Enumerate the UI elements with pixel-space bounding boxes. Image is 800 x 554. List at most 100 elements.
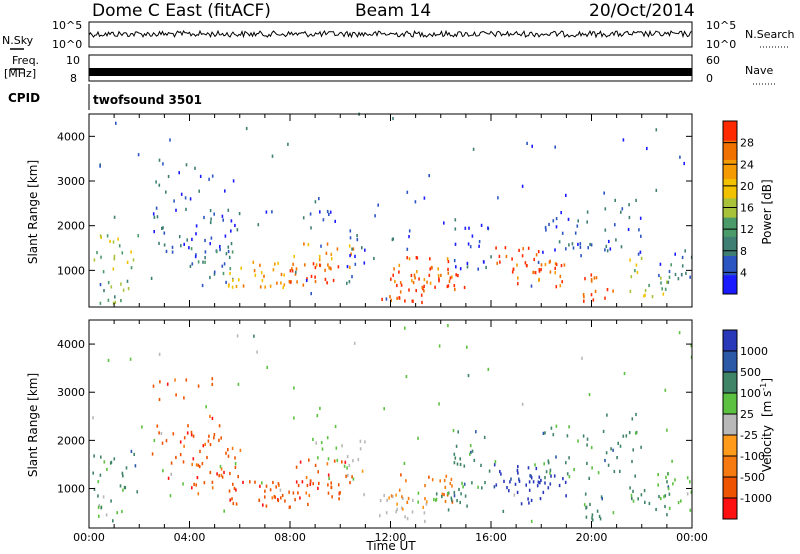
- heatmap-cell: [602, 429, 605, 433]
- heatmap-cell: [288, 280, 291, 284]
- heatmap-cell: [452, 429, 455, 433]
- colorbar-swatch: [723, 498, 737, 520]
- colorbar-swatch: [723, 274, 737, 295]
- heatmap-cell: [544, 263, 547, 267]
- heatmap-cell: [424, 519, 426, 523]
- heatmap-cell: [568, 243, 570, 247]
- heatmap-cell: [324, 277, 327, 281]
- heatmap-cell: [93, 454, 95, 458]
- heatmap-cell: [153, 438, 156, 443]
- x-tick-label: 04:00: [174, 531, 206, 544]
- velocity-colorbar-name: Velocity: [760, 425, 774, 472]
- heatmap-cell: [525, 483, 527, 487]
- heatmap-cell: [213, 270, 216, 274]
- heatmap-cell: [623, 371, 626, 376]
- heatmap-cell: [410, 273, 413, 278]
- heatmap-cell: [100, 506, 102, 510]
- heatmap-cell: [588, 476, 590, 480]
- heatmap-cell: [336, 458, 339, 462]
- heatmap-cell: [484, 481, 486, 485]
- heatmap-cell: [109, 461, 112, 465]
- heatmap-cell: [426, 500, 428, 504]
- heatmap-cell: [599, 517, 602, 521]
- heatmap-cell: [534, 463, 536, 467]
- heatmap-cell: [274, 262, 276, 266]
- heatmap-cell: [627, 227, 630, 232]
- heatmap-cell: [259, 285, 262, 289]
- heatmap-cell: [416, 270, 418, 274]
- heatmap-cell: [528, 488, 531, 492]
- heatmap-cell: [185, 163, 188, 167]
- heatmap-cell: [351, 475, 353, 479]
- velocity-colorbar-unit-sup: -1: [759, 383, 768, 391]
- heatmap-cell: [293, 386, 295, 390]
- heatmap-cell: [120, 299, 122, 303]
- heatmap-cell: [628, 431, 631, 435]
- heatmap-cell: [349, 254, 351, 258]
- heatmap-cell: [447, 284, 450, 288]
- heatmap-cell: [390, 277, 392, 281]
- heatmap-cell: [451, 275, 453, 279]
- heatmap-cell: [674, 478, 676, 482]
- heatmap-cell: [327, 473, 330, 477]
- colorbar-swatch: [723, 159, 737, 180]
- heatmap-cell: [459, 267, 462, 271]
- heatmap-cell: [379, 514, 381, 518]
- heatmap-cell: [236, 334, 239, 338]
- heatmap-cell: [99, 301, 102, 305]
- colorbar-tick-label: 4: [740, 266, 747, 279]
- heatmap-cell: [408, 257, 411, 261]
- heatmap-cell: [190, 433, 193, 437]
- heatmap-cell: [585, 515, 588, 519]
- heatmap-cell: [655, 128, 658, 132]
- heatmap-cell: [385, 297, 388, 301]
- heatmap-cell: [324, 268, 326, 272]
- heatmap-cell: [538, 277, 540, 282]
- x-tick-label: 20:00: [576, 531, 608, 544]
- heatmap-cell: [466, 504, 468, 508]
- heatmap-cell: [169, 138, 171, 142]
- heatmap-cell: [429, 267, 431, 271]
- colorbar-tick-label: 100: [740, 387, 761, 400]
- colorbar-swatch: [723, 372, 737, 394]
- heatmap-cell: [517, 276, 519, 280]
- heatmap-cell: [604, 296, 606, 300]
- heatmap-cell: [219, 248, 221, 252]
- heatmap-cell: [447, 267, 449, 271]
- heatmap-cell: [565, 247, 567, 251]
- heatmap-cell: [228, 489, 231, 493]
- heatmap-cell: [99, 473, 102, 477]
- heatmap-cell: [203, 481, 206, 485]
- heatmap-cell: [272, 268, 275, 272]
- heatmap-cell: [98, 503, 101, 508]
- heatmap-cell: [158, 158, 161, 162]
- heatmap-cell: [471, 449, 474, 453]
- heatmap-cell: [396, 283, 398, 288]
- heatmap-cell: [640, 256, 643, 260]
- heatmap-cell: [320, 441, 323, 445]
- heatmap-cell: [153, 215, 156, 219]
- heatmap-cell: [547, 486, 550, 490]
- heatmap-cell: [130, 266, 133, 270]
- heatmap-cell: [229, 471, 231, 476]
- heatmap-cell: [684, 249, 686, 253]
- heatmap-cell: [162, 226, 164, 230]
- heatmap-cell: [414, 276, 416, 280]
- heatmap-cell: [554, 145, 556, 149]
- heatmap-cell: [195, 232, 197, 236]
- heatmap-cell: [363, 261, 366, 265]
- heatmap-cell: [306, 277, 308, 281]
- heatmap-cell: [668, 275, 671, 279]
- heatmap-cell: [349, 229, 352, 233]
- heatmap-cell: [220, 473, 223, 477]
- heatmap-cell: [359, 439, 362, 443]
- heatmap-cell: [544, 431, 546, 435]
- heatmap-cell: [660, 496, 662, 501]
- heatmap-cell: [689, 508, 692, 512]
- heatmap-cell: [488, 469, 491, 473]
- heatmap-cell: [555, 285, 558, 289]
- nsearch-tick-top: 10^5: [706, 19, 736, 32]
- x-tick-label: 08:00: [274, 531, 306, 544]
- heatmap-cell: [398, 270, 400, 274]
- heatmap-cell: [312, 262, 315, 266]
